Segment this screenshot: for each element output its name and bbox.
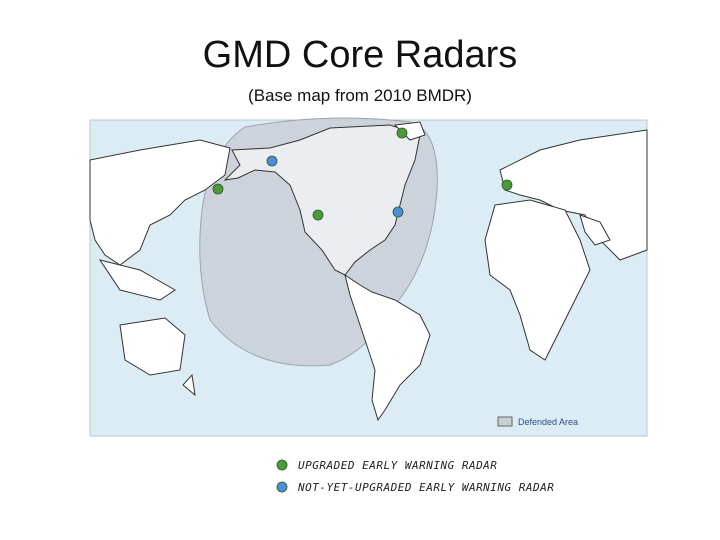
slide-subtitle: (Base map from 2010 BMDR) <box>248 86 472 105</box>
radar-marker <box>396 127 408 139</box>
legend-marker <box>276 459 288 471</box>
radar-marker <box>392 206 404 218</box>
indonesia <box>98 259 176 301</box>
slide-title: GMD Core Radars <box>202 34 518 76</box>
asia-east <box>89 139 231 266</box>
radar-marker <box>501 179 513 191</box>
legend-marker <box>276 481 288 493</box>
radar-marker <box>312 209 324 221</box>
legend-label: UPGRADED EARLY WARNING RADAR <box>298 459 497 472</box>
legend-label: NOT-YET-UPGRADED EARLY WARNING RADAR <box>297 481 554 494</box>
iran <box>579 214 611 246</box>
africa <box>484 199 591 361</box>
australia <box>119 317 186 376</box>
radar-marker <box>266 155 278 167</box>
south-america <box>344 273 431 422</box>
legend-label: Defended Area <box>518 417 578 427</box>
radar-marker <box>212 183 224 195</box>
new-zealand <box>182 373 196 397</box>
legend-swatch <box>497 416 513 427</box>
